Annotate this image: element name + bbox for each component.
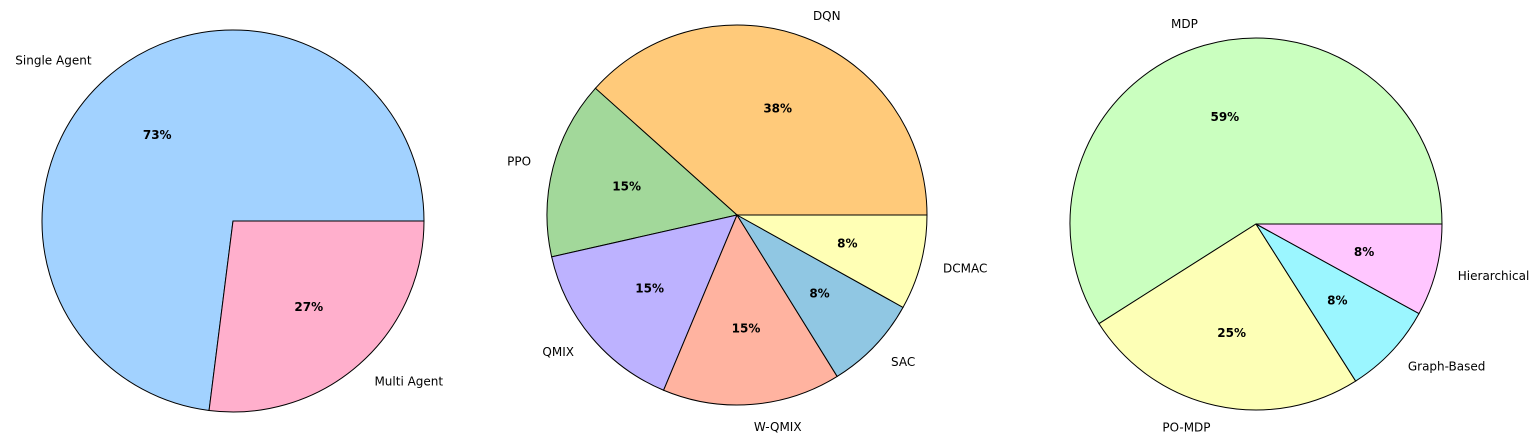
slice-sac [735,213,904,378]
slice-mdp-label: MDP [1171,17,1198,31]
slice-w-qmix-percent: 15% [732,322,761,336]
slice-multi-agent-percent: 27% [294,300,323,314]
slice-hierarchical [1255,223,1443,315]
slice-multi-agent-label: Multi Agent [374,374,443,388]
slice-mdp [1069,37,1443,325]
slice-ppo-percent: 15% [612,179,641,193]
slice-dqn-label: DQN [813,9,841,23]
slice-qmix [551,214,738,391]
slice-dqn [594,24,928,216]
slice-dcmac [735,214,928,309]
pie-chart-formulation: 59% MDP 25% PO-MDP 8% Graph-Based 8% Hierarchic… [1069,17,1530,434]
slice-dcmac-label: DCMAC [943,261,987,275]
slice-ppo [546,87,739,258]
slice-hierarchical-percent: 8% [1354,245,1374,259]
slice-ppo-label: PPO [507,155,531,169]
pie-chart-algorithm: 38% DQN 15% PPO 15% QMIX 15% W-QMIX 8% SAC 8% DCMAC [507,9,987,434]
slice-dqn-percent: 38% [763,102,792,116]
slice-mdp-percent: 59% [1210,110,1239,124]
slice-w-qmix [662,213,838,406]
slice-po-mdp-percent: 25% [1217,326,1246,340]
slice-dcmac-percent: 8% [837,237,857,251]
slice-single-agent-label: Single Agent [15,54,92,68]
slice-graph-based [1255,223,1420,382]
slice-qmix-percent: 15% [635,281,664,295]
slice-single-agent-percent: 73% [143,128,172,142]
slice-hierarchical-label: Hierarchical [1458,269,1530,283]
slice-graph-based-percent: 8% [1327,293,1347,307]
slice-graph-based-label: Graph-Based [1408,360,1486,374]
slice-single-agent [41,29,425,412]
slice-sac-label: SAC [891,355,915,369]
slice-qmix-label: QMIX [542,345,574,359]
slice-po-mdp-label: PO-MDP [1162,420,1210,434]
slice-multi-agent [208,220,425,413]
slice-po-mdp [1098,223,1357,411]
slice-w-qmix-label: W-QMIX [754,420,802,434]
slice-sac-percent: 8% [809,287,829,301]
pie-chart-agent-type: 73% Single Agent 27% Multi Agent [15,29,443,413]
